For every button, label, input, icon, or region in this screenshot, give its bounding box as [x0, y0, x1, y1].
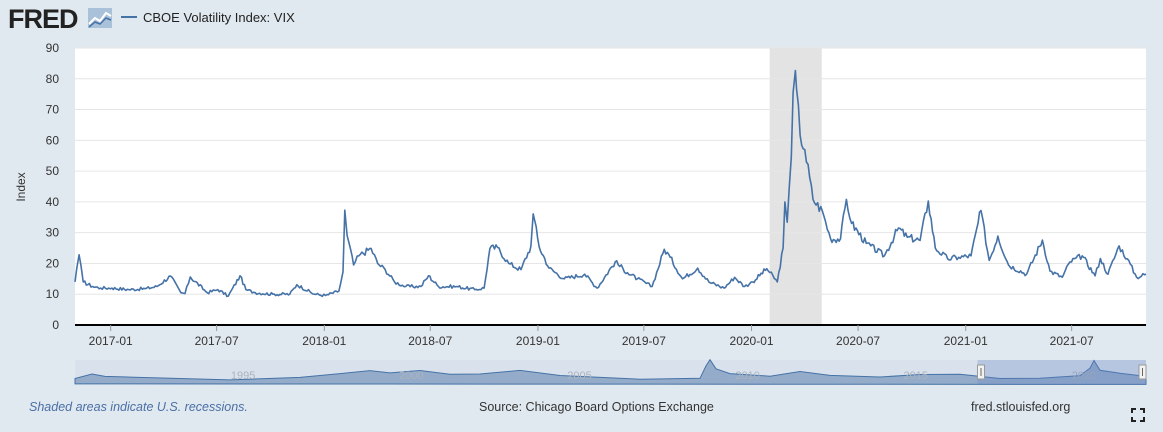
x-tick-labels: 2017-01 2017-07 2018-01 2018-07 2019-01 2019-… — [89, 325, 1094, 348]
x-tick-label: 2021-07 — [1050, 334, 1094, 348]
x-tick-label: 2021-01 — [944, 334, 988, 348]
navigator-tick-label: 2015 — [904, 370, 928, 382]
series-legend[interactable]: CBOE Volatility Index: VIX — [121, 10, 295, 25]
navigator-tick-label: 2005 — [567, 370, 591, 382]
y-tick-label: 80 — [46, 72, 60, 86]
navigator-series — [74, 358, 1147, 385]
gridline-layer — [75, 47, 1146, 295]
y-tick-label: 60 — [46, 133, 60, 147]
fred-graph-logo-icon — [88, 8, 112, 28]
x-tick-label: 2019-01 — [516, 334, 560, 348]
y-tick-labels: 0 10 20 30 40 50 60 70 80 90 — [46, 41, 60, 332]
y-axis-label: Index — [14, 172, 28, 201]
x-tick-label: 2020-01 — [730, 334, 774, 348]
navigator-selection[interactable] — [977, 360, 1146, 384]
time-navigator[interactable]: 1995 2000 2005 2010 2015 2020 — [74, 358, 1147, 385]
x-tick-label: 2018-07 — [408, 334, 452, 348]
y-tick-label: 50 — [46, 164, 60, 178]
x-tick-label: 2018-01 — [302, 334, 346, 348]
fullscreen-icon[interactable] — [1131, 408, 1145, 422]
recession-band — [769, 48, 822, 325]
recession-shading-layer — [769, 48, 822, 325]
y-tick-label: 0 — [52, 318, 59, 332]
navigator-tick-label: 2020 — [1072, 370, 1096, 382]
y-tick-label: 90 — [46, 41, 60, 55]
chart-header: FRED CBOE Volatility Index: VIX — [0, 0, 1163, 40]
x-tick-label: 2017-01 — [89, 334, 133, 348]
y-tick-label: 70 — [46, 103, 60, 117]
source-text: Source: Chicago Board Options Exchange — [479, 400, 714, 414]
vix-line-chart[interactable]: 0 10 20 30 40 50 60 70 80 90 2017-01 2017-07 2018-0… — [0, 40, 1163, 390]
fred-logo[interactable]: FRED — [8, 4, 78, 34]
site-link[interactable]: fred.stlouisfed.org — [971, 400, 1071, 414]
x-tick-label: 2020-07 — [836, 334, 880, 348]
navigator-tick-label: 1995 — [231, 370, 255, 382]
navigator-tick-label: 2010 — [735, 370, 759, 382]
x-tick-label: 2017-07 — [195, 334, 239, 348]
vix-series-line[interactable] — [74, 69, 1147, 298]
y-tick-label: 10 — [46, 287, 60, 301]
series-layer — [74, 69, 1147, 298]
y-tick-label: 40 — [46, 195, 60, 209]
y-tick-label: 20 — [46, 256, 60, 270]
recession-note[interactable]: Shaded areas indicate U.S. recessions. — [29, 400, 248, 414]
legend-label: CBOE Volatility Index: VIX — [143, 10, 295, 25]
plot-area — [75, 48, 1146, 325]
x-tick-label: 2019-07 — [622, 334, 666, 348]
navigator-tick-label: 2000 — [399, 370, 423, 382]
legend-swatch — [121, 15, 137, 18]
y-tick-label: 30 — [46, 226, 60, 240]
